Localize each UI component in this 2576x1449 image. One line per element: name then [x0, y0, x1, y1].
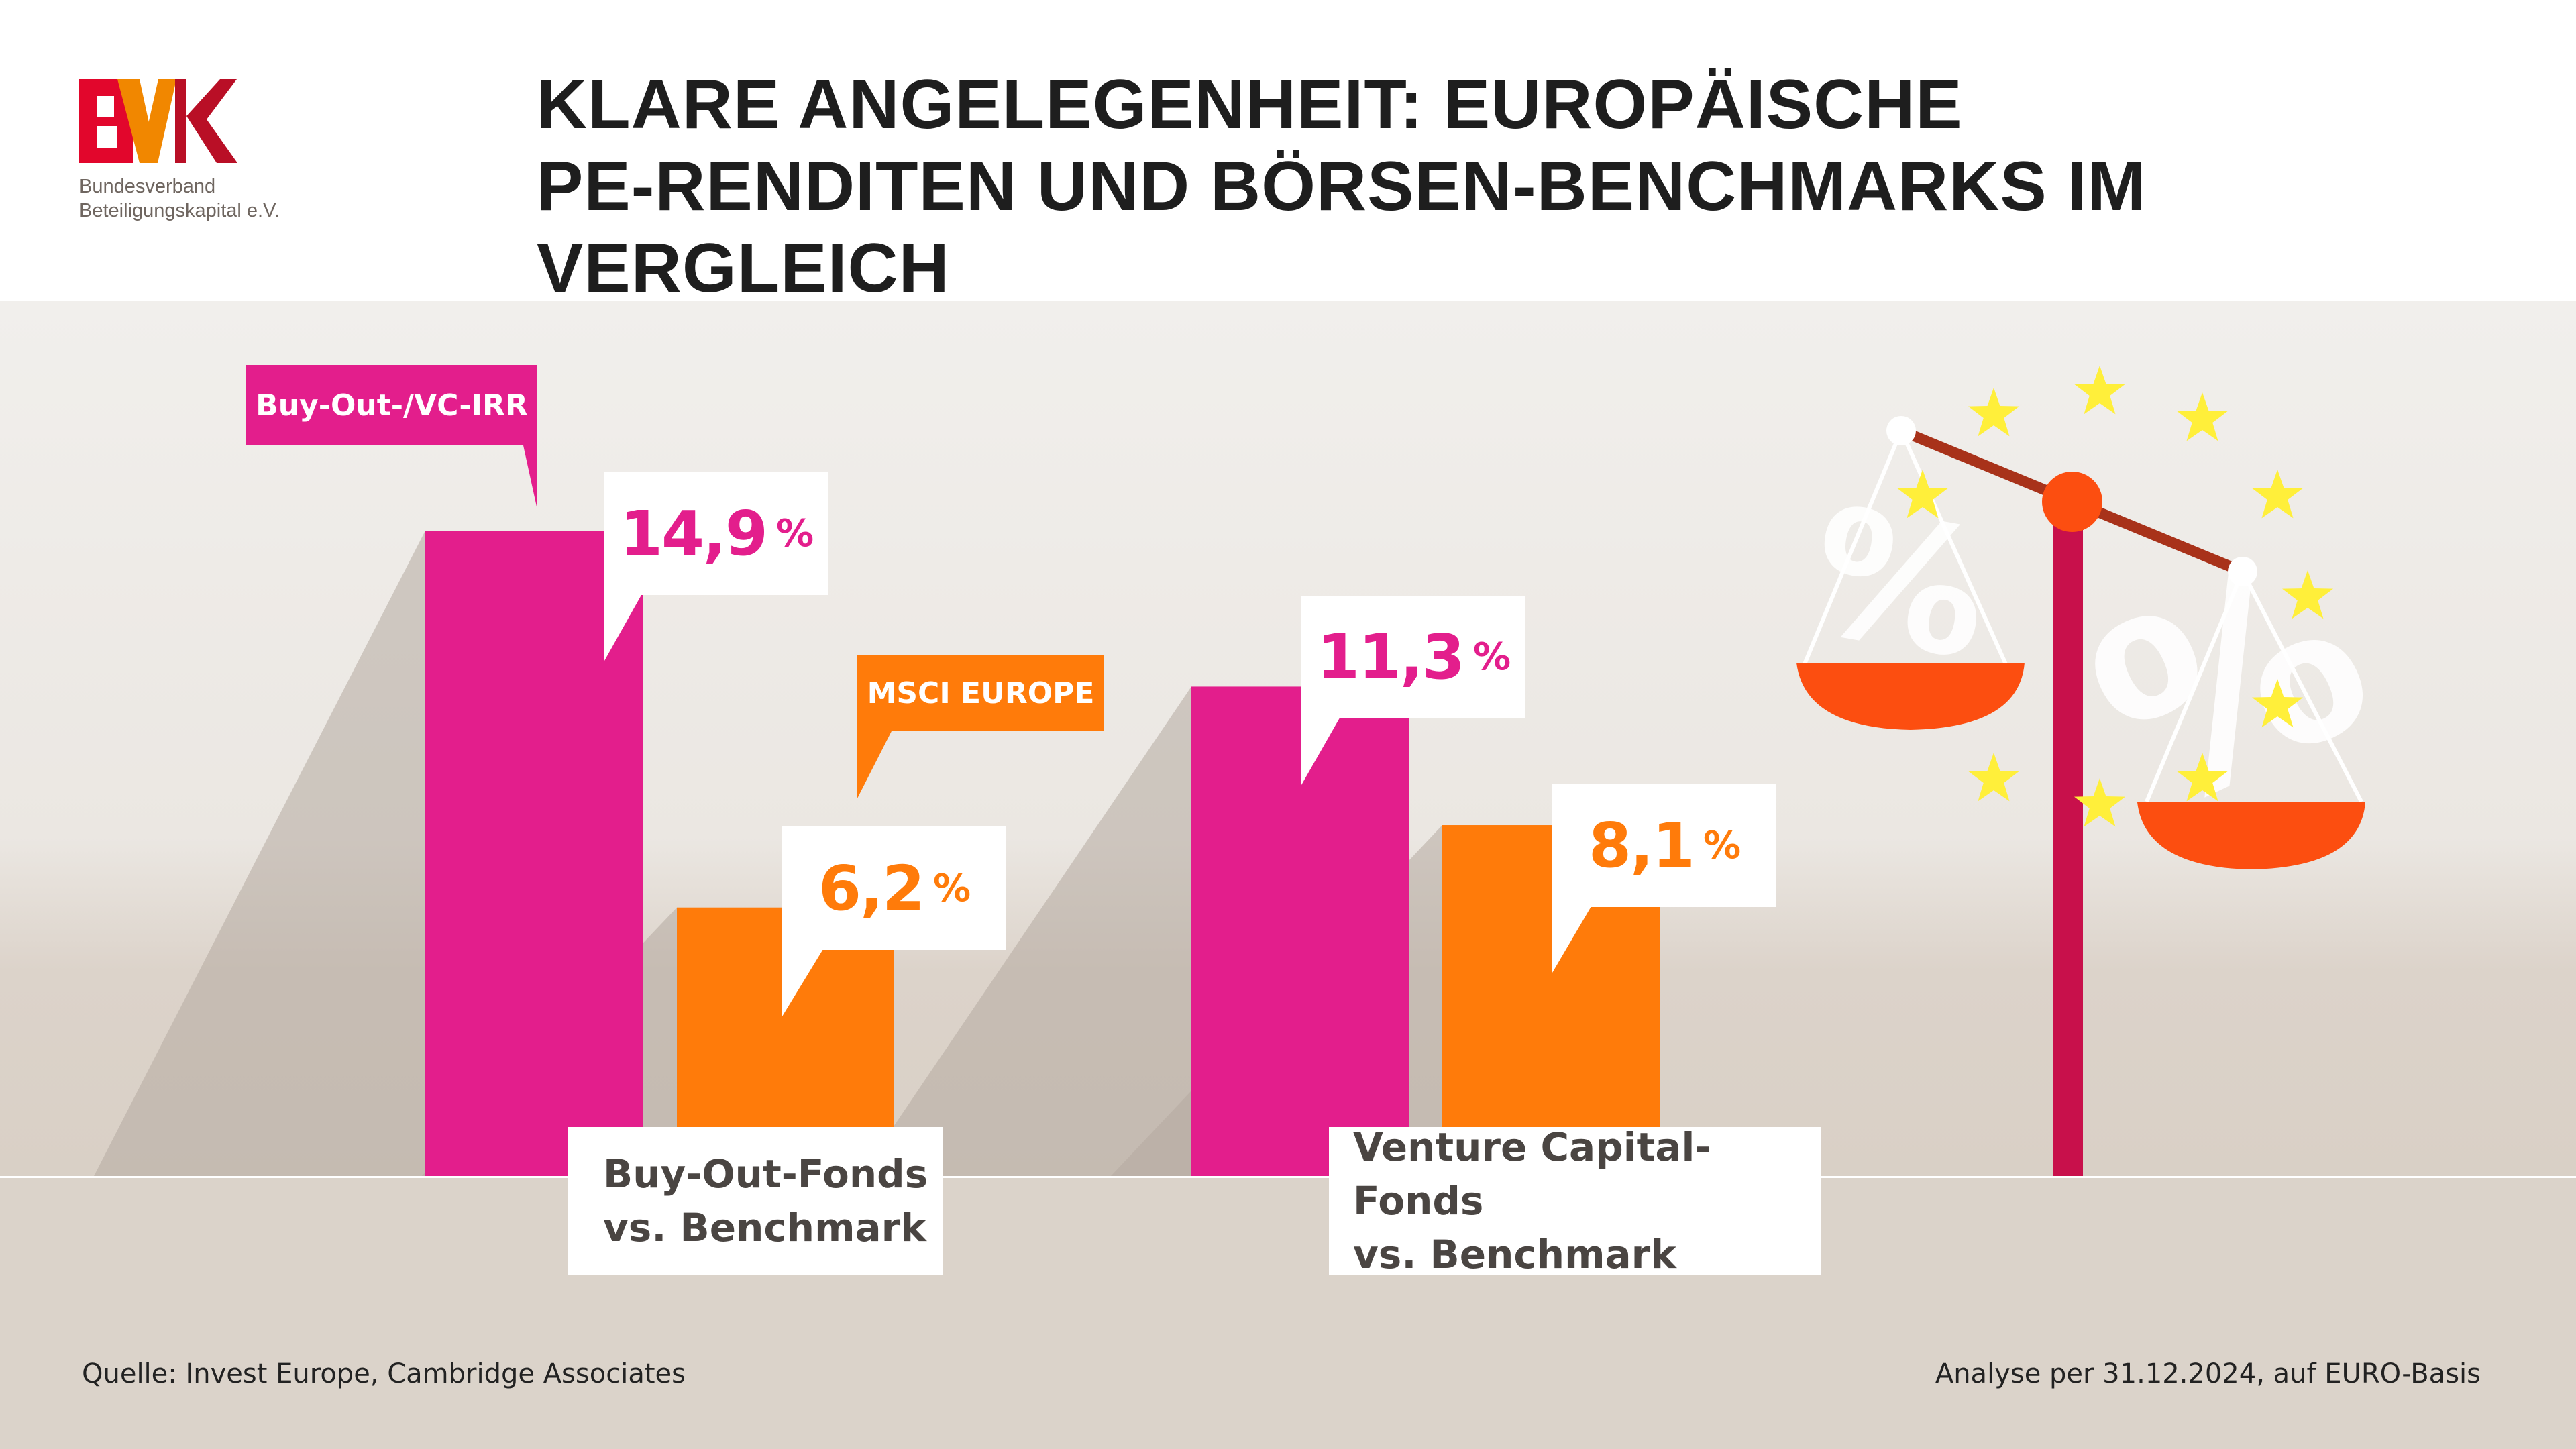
scale-illustration: % % — [1796, 366, 2410, 1176]
scale-pan-right — [2137, 802, 2365, 869]
legend-benchmark: MSCI EUROPE — [857, 655, 1104, 731]
category-label-buyout: Buy-Out-Fonds vs. Benchmark — [568, 1127, 943, 1275]
data-label-buyout-pe: 14,9% — [604, 472, 828, 595]
bvk-logo — [79, 79, 237, 163]
bar-shadow — [860, 686, 1191, 1176]
callout-tail — [1301, 714, 1342, 785]
source-note: Quelle: Invest Europe, Cambridge Associa… — [82, 1358, 686, 1389]
star-icon — [2074, 778, 2126, 827]
title-line1: KLARE ANGELEGENHEIT: EUROPÄISCHE — [537, 66, 1963, 144]
star-icon — [1896, 470, 1949, 519]
scale-pan-left — [1796, 663, 2025, 730]
star-icon — [2251, 470, 2304, 519]
category-label-vc: Venture Capital-Fonds vs. Benchmark — [1329, 1124, 1821, 1277]
data-label-vc-benchmark: 8,1% — [1552, 784, 1776, 907]
header: Bundesverband Beteiligungskapital e.V. K… — [0, 0, 2576, 307]
ground — [0, 1176, 2576, 1449]
analysis-note: Analyse per 31.12.2024, auf EURO-Basis — [1935, 1358, 2481, 1389]
title-line2: PE-RENDITEN UND BÖRSEN-BENCHMARKS IM VER… — [537, 148, 2147, 307]
eu-stars — [1896, 366, 2334, 827]
data-label-vc-pe: 11,3% — [1301, 596, 1525, 718]
callout-tail — [857, 730, 892, 798]
star-icon — [1968, 753, 2020, 802]
page-title: KLARE ANGELEGENHEIT: EUROPÄISCHE PE-REND… — [537, 64, 2576, 309]
logo-line2: Beteiligungskapital e.V. — [79, 200, 280, 221]
legend-pe: Buy-Out-/VC-IRR — [246, 365, 537, 445]
percent-icon: % — [1796, 470, 2003, 700]
star-icon — [1968, 388, 2020, 437]
logo-line1: Bundesverband — [79, 176, 216, 197]
star-icon — [2176, 392, 2229, 441]
star-icon — [2074, 366, 2126, 415]
bar-pe-1 — [1191, 686, 1409, 1176]
star-icon — [2176, 753, 2229, 802]
callout-tail — [1552, 903, 1593, 973]
star-icon — [2282, 570, 2334, 619]
callout-tail — [782, 946, 825, 1016]
callout-tail — [604, 590, 644, 661]
data-label-buyout-benchmark: 6,2% — [782, 826, 1006, 950]
scale-pole — [2053, 501, 2083, 1176]
callout-tail — [523, 445, 537, 510]
scale-knob — [2042, 472, 2102, 532]
star-icon — [2251, 679, 2304, 728]
bar-shadow — [94, 531, 425, 1176]
